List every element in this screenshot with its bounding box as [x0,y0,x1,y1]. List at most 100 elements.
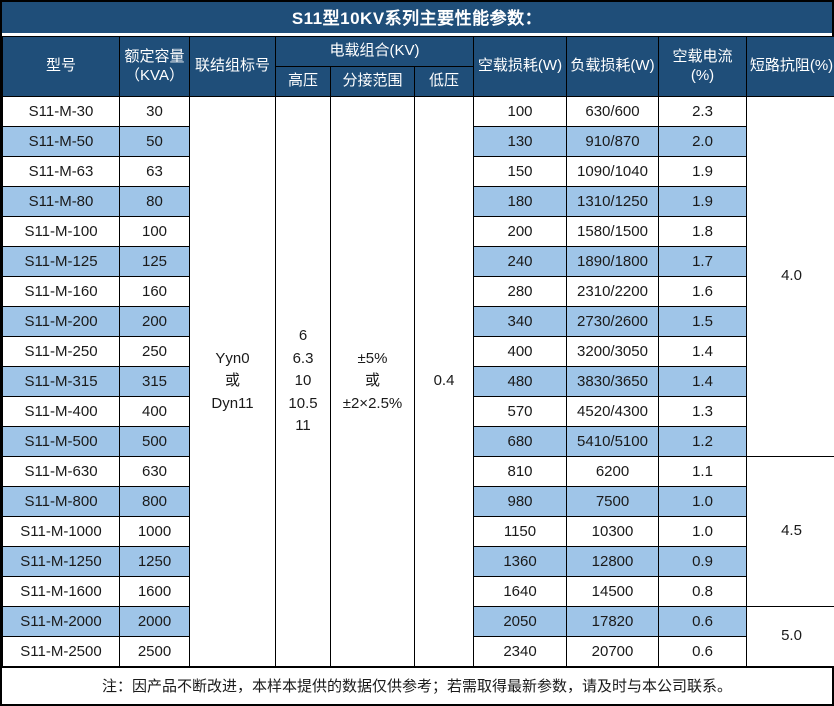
header-row-1: 型号 额定容量 （KVA） 联结组标号 电载组合(KV) 空载损耗(W) 负载损… [2,36,834,97]
no-load-loss-cell: 1360 [473,546,567,577]
table-row: S11-M-30 30 Yyn0 或 Dyn11 6 6.3 10 10.5 11 ±5% 或 ±2×2… [2,96,834,667]
model-cell: S11-M-50 [2,126,120,157]
model-cell: S11-M-1000 [2,516,120,547]
table-row: S11-M-100 100 200 1580/1500 1.8 [2,216,834,247]
no-load-loss-cell: 280 [473,276,567,307]
capacity-cell: 160 [119,276,190,307]
no-load-current-cell: 0.9 [658,546,747,577]
col-header-capacity-line2: （KVA） [125,66,184,84]
no-load-current-cell: 0.6 [658,606,747,637]
capacity-cell: 400 [119,396,190,427]
model-cell: S11-M-30 [2,96,120,127]
no-load-current-cell: 1.7 [658,246,747,277]
capacity-cell: 125 [119,246,190,277]
load-loss-cell: 12800 [566,546,659,577]
no-load-loss-cell: 240 [473,246,567,277]
no-load-loss-cell: 400 [473,336,567,367]
model-cell: S11-M-160 [2,276,120,307]
model-cell: S11-M-2500 [2,636,120,667]
no-load-loss-cell: 180 [473,186,567,217]
col-header-impedance: 短路抗阻(%) [746,36,834,97]
parameters-table: 型号 额定容量 （KVA） 联结组标号 电载组合(KV) 空载损耗(W) 负载损… [2,36,834,667]
model-cell: S11-M-800 [2,486,120,517]
col-header-load-loss: 负载损耗(W) [566,36,659,97]
load-loss-cell: 6200 [566,456,659,487]
table-row: S11-M-80 80 180 1310/1250 1.9 [2,186,834,217]
load-loss-cell: 10300 [566,516,659,547]
no-load-loss-cell: 130 [473,126,567,157]
impedance-cell: 5.0 [746,606,834,667]
capacity-cell: 315 [119,366,190,397]
model-cell: S11-M-80 [2,186,120,217]
col-header-model: 型号 [2,36,120,97]
model-cell: S11-M-630 [2,456,120,487]
impedance-cell: 4.0 [746,96,834,457]
load-loss-cell: 5410/5100 [566,426,659,457]
load-loss-cell: 630/600 [566,96,659,127]
load-loss-cell: 2310/2200 [566,276,659,307]
load-loss-cell: 1890/1800 [566,246,659,277]
page-title: S11型10KV系列主要性能参数： [2,2,832,36]
no-load-current-cell: 1.1 [658,456,747,487]
no-load-loss-cell: 480 [473,366,567,397]
load-loss-cell: 20700 [566,636,659,667]
no-load-current-cell: 1.3 [658,396,747,427]
no-load-current-cell: 2.0 [658,126,747,157]
table-row: S11-M-200 200 340 2730/2600 1.5 [2,306,834,337]
no-load-loss-cell: 570 [473,396,567,427]
capacity-cell: 800 [119,486,190,517]
table-row: S11-M-125 125 240 1890/1800 1.7 [2,246,834,277]
table-row: S11-M-630 630 810 6200 1.1 4.5 [2,456,834,607]
table-row: S11-M-500 500 680 5410/5100 1.2 [2,426,834,457]
load-loss-cell: 1310/1250 [566,186,659,217]
load-loss-cell: 7500 [566,486,659,517]
load-loss-cell: 4520/4300 [566,396,659,427]
col-header-no-load-current: 空载电流(%) [658,36,747,97]
model-cell: S11-M-500 [2,426,120,457]
no-load-loss-cell: 340 [473,306,567,337]
header-row-2: 高压 分接范围 低压 [3,66,834,97]
table-row: S11-M-2000 2000 2050 17820 0.6 5.0 [2,606,834,667]
load-loss-cell: 3830/3650 [566,366,659,397]
table-row: S11-M-1600 1600 1640 14500 0.8 [2,576,834,607]
table-row: S11-M-1250 1250 1360 12800 0.9 [2,546,834,577]
no-load-loss-cell: 2340 [473,636,567,667]
hv-cell: 6 6.3 10 10.5 11 [275,96,331,667]
table-row: S11-M-63 63 150 1090/1040 1.9 [2,156,834,187]
col-header-capacity-line1: 额定容量 [124,47,185,65]
tap-range-cell: ±5% 或 ±2×2.5% [330,96,415,667]
load-loss-cell: 2730/2600 [566,306,659,337]
no-load-loss-cell: 980 [473,486,567,517]
capacity-cell: 1250 [119,546,190,577]
load-loss-cell: 3200/3050 [566,336,659,367]
col-header-capacity: 额定容量 （KVA） [119,36,190,97]
model-cell: S11-M-100 [2,216,120,247]
capacity-cell: 100 [119,216,190,247]
capacity-cell: 200 [119,306,190,337]
no-load-current-cell: 1.5 [658,306,747,337]
model-cell: S11-M-125 [2,246,120,277]
capacity-cell: 2000 [119,606,190,637]
no-load-loss-cell: 100 [473,96,567,127]
lv-cell: 0.4 [414,96,474,667]
model-cell: S11-M-250 [2,336,120,367]
no-load-current-cell: 0.6 [658,636,747,667]
no-load-current-cell: 2.3 [658,96,747,127]
no-load-current-cell: 1.6 [658,276,747,307]
no-load-loss-cell: 200 [473,216,567,247]
capacity-cell: 50 [119,126,190,157]
no-load-current-cell: 1.9 [658,186,747,217]
no-load-loss-cell: 680 [473,426,567,457]
no-load-current-cell: 1.8 [658,216,747,247]
impedance-cell: 4.5 [746,456,834,607]
model-cell: S11-M-63 [2,156,120,187]
load-loss-cell: 910/870 [566,126,659,157]
no-load-current-cell: 0.8 [658,576,747,607]
col-header-no-load-loss: 空载损耗(W) [473,36,567,97]
model-cell: S11-M-315 [2,366,120,397]
model-cell: S11-M-1250 [2,546,120,577]
load-loss-cell: 17820 [566,606,659,637]
col-header-voltage-group: 电载组合(KV) [275,36,474,67]
model-cell: S11-M-2000 [2,606,120,637]
